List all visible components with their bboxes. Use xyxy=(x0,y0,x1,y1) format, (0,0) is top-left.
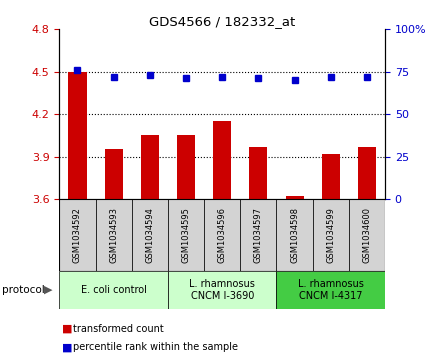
Text: percentile rank within the sample: percentile rank within the sample xyxy=(73,342,238,352)
Text: GSM1034598: GSM1034598 xyxy=(290,207,299,263)
Text: GSM1034595: GSM1034595 xyxy=(182,207,191,263)
Bar xyxy=(132,199,168,271)
Text: protocol: protocol xyxy=(2,285,45,295)
Text: GSM1034600: GSM1034600 xyxy=(363,207,371,263)
Bar xyxy=(240,199,276,271)
Text: GSM1034597: GSM1034597 xyxy=(254,207,263,263)
Bar xyxy=(213,121,231,199)
Text: L. rhamnosus
CNCM I-3690: L. rhamnosus CNCM I-3690 xyxy=(189,279,255,301)
Title: GDS4566 / 182332_at: GDS4566 / 182332_at xyxy=(149,15,295,28)
Text: GSM1034593: GSM1034593 xyxy=(109,207,118,263)
Bar xyxy=(349,199,385,271)
Bar xyxy=(59,199,95,271)
Text: GSM1034596: GSM1034596 xyxy=(218,207,227,263)
Bar xyxy=(177,135,195,199)
Text: transformed count: transformed count xyxy=(73,324,163,334)
Bar xyxy=(249,147,268,199)
Text: E. coli control: E. coli control xyxy=(81,285,147,295)
Text: ▶: ▶ xyxy=(44,285,53,295)
Text: ■: ■ xyxy=(62,342,72,352)
Text: GSM1034599: GSM1034599 xyxy=(326,207,335,263)
Bar xyxy=(168,199,204,271)
Bar xyxy=(168,271,276,309)
Text: GSM1034592: GSM1034592 xyxy=(73,207,82,263)
Bar xyxy=(286,196,304,199)
Bar xyxy=(95,199,132,271)
Bar xyxy=(141,135,159,199)
Bar xyxy=(276,271,385,309)
Bar xyxy=(204,199,240,271)
Bar xyxy=(358,147,376,199)
Bar xyxy=(69,72,87,199)
Bar xyxy=(276,199,313,271)
Bar xyxy=(59,271,168,309)
Text: ■: ■ xyxy=(62,324,72,334)
Bar xyxy=(322,154,340,199)
Bar xyxy=(313,199,349,271)
Text: GSM1034594: GSM1034594 xyxy=(145,207,154,263)
Bar xyxy=(105,150,123,199)
Text: L. rhamnosus
CNCM I-4317: L. rhamnosus CNCM I-4317 xyxy=(298,279,364,301)
